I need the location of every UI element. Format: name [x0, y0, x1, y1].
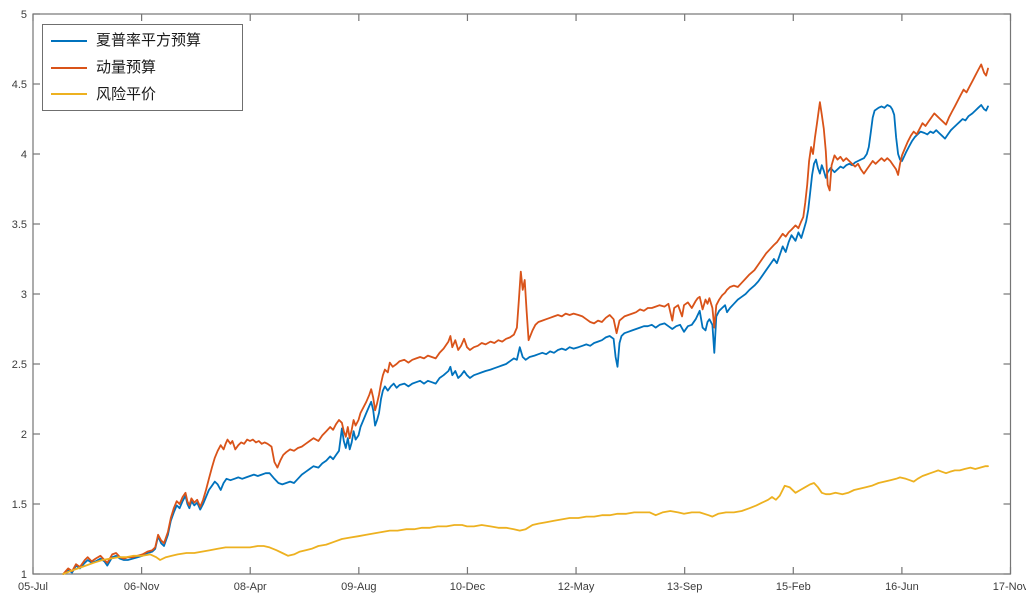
legend-item-momentum-budget: 动量预算 [51, 55, 234, 81]
legend-box: 夏普率平方预算 动量预算 风险平价 [42, 24, 243, 111]
legend-label: 风险平价 [96, 84, 157, 103]
legend-line-sample-orange [51, 66, 87, 69]
y-tick-label: 1 [21, 569, 27, 581]
y-tick-label: 1.5 [12, 499, 27, 511]
x-tick-label: 15-Feb [776, 581, 811, 593]
x-tick-label: 06-Nov [124, 581, 160, 593]
x-tick-label: 12-May [558, 581, 595, 593]
legend-item-sharpe-squared-budget: 夏普率平方预算 [51, 28, 234, 54]
x-tick-label: 08-Apr [234, 581, 267, 593]
legend-line-sample-yellow [51, 93, 87, 96]
y-tick-label: 4.5 [12, 79, 27, 91]
x-tick-label: 10-Dec [450, 581, 486, 593]
legend-label: 动量预算 [96, 58, 157, 76]
x-tick-label: 05-Jul [18, 581, 48, 593]
x-tick-label: 09-Aug [341, 581, 376, 593]
legend-item-risk-parity: 风险平价 [51, 81, 234, 107]
legend-line-sample-blue [51, 39, 87, 42]
series-line-0 [62, 104, 989, 575]
y-tick-label: 2.5 [12, 359, 27, 371]
series-line-1 [62, 63, 989, 575]
y-tick-label: 2 [21, 429, 27, 441]
legend-label: 夏普率平方预算 [96, 31, 202, 50]
x-tick-label: 13-Sep [667, 581, 702, 593]
y-tick-label: 4 [21, 149, 27, 161]
y-tick-label: 3.5 [12, 219, 27, 231]
y-tick-label: 5 [21, 9, 27, 21]
x-tick-label: 16-Jun [885, 581, 919, 593]
x-tick-label: 17-Nov [993, 581, 1026, 593]
y-tick-label: 3 [21, 289, 27, 301]
series-line-2 [62, 465, 989, 575]
